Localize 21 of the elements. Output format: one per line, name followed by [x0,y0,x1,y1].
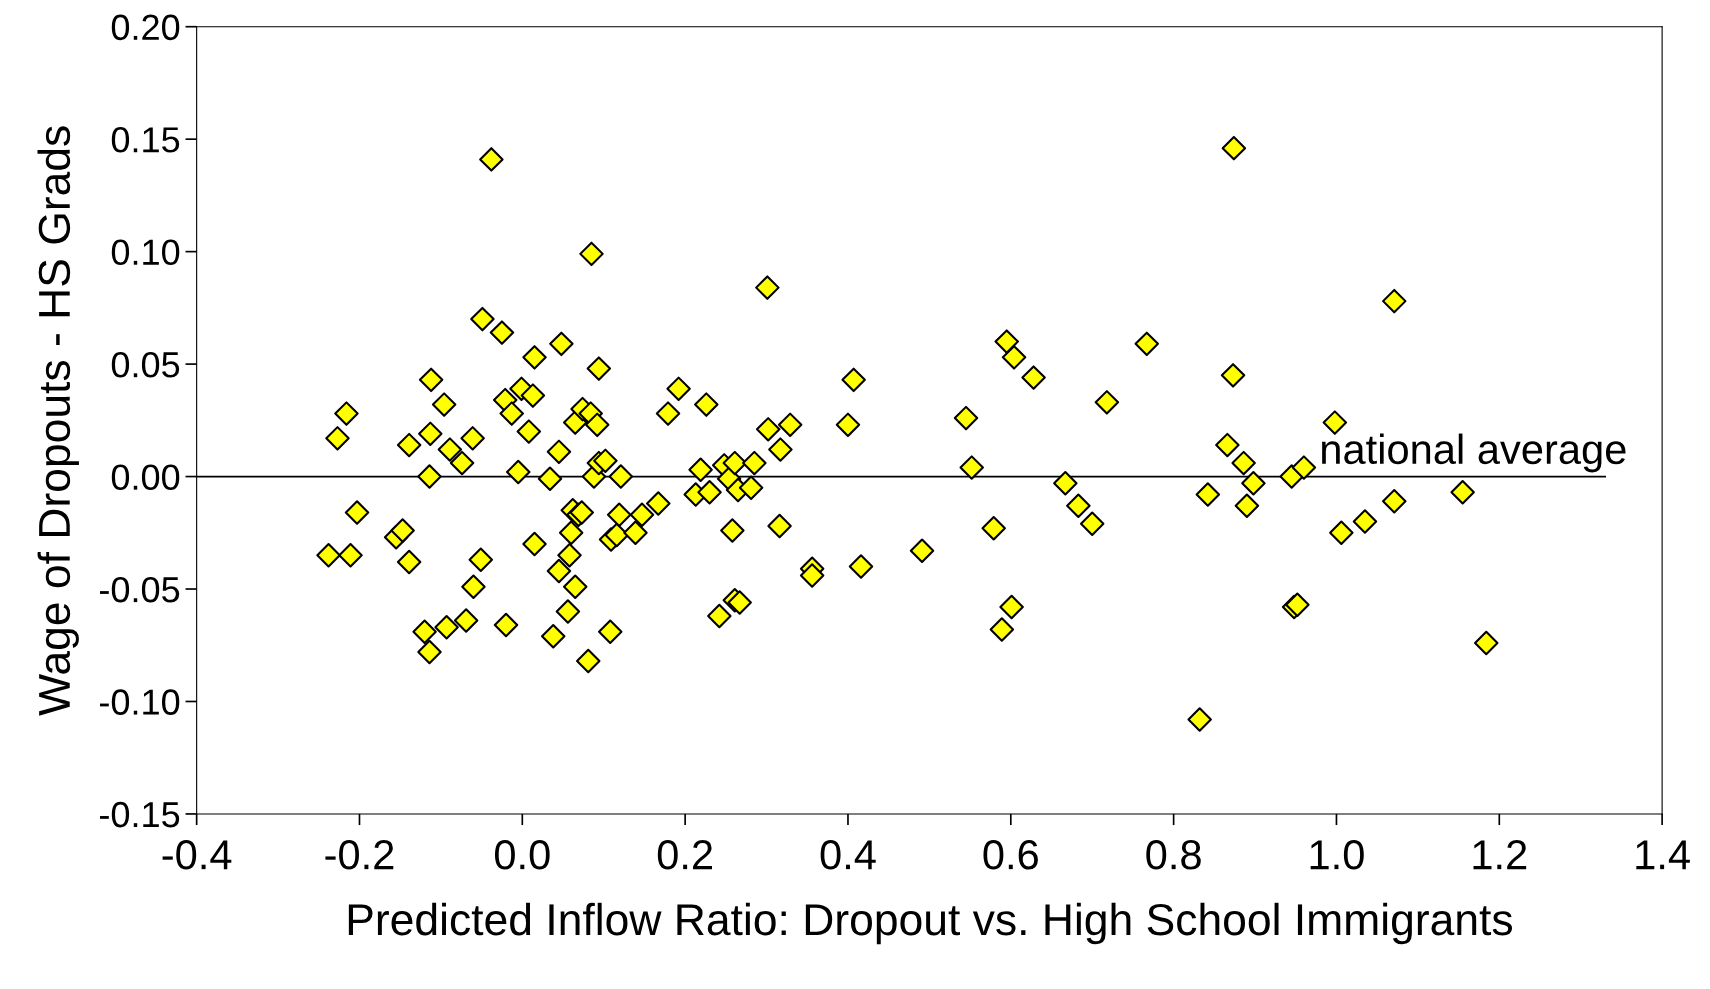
x-tick-label: -0.2 [325,840,394,870]
x-tick-label: 0.6 [983,840,1038,870]
y-tick-label: -0.05 [99,576,180,603]
x-axis-title: Predicted Inflow Ratio: Dropout vs. High School Immigrants [348,902,1513,945]
y-tick-label: -0.10 [99,689,180,715]
x-tick-label: 1.2 [1473,840,1527,870]
x-tick-label: 1.4 [1636,840,1690,870]
y-tick-label: 0.15 [111,127,180,153]
x-tick-label: 0.0 [494,840,550,870]
x-tick-label: -0.4 [162,840,232,870]
y-tick-label: 0.20 [111,14,180,41]
x-tick-label: 1.0 [1310,840,1364,870]
y-tick-label: 0.00 [111,464,180,490]
x-tick-label: 0.4 [820,840,876,870]
y-tick-label: 0.10 [111,239,180,266]
y-tick-label: 0.05 [111,351,180,378]
y-axis-title: Wage of Dropouts - HS Grads [37,126,79,716]
y-tick-label: -0.15 [99,801,180,828]
series-label: national average [1322,433,1626,473]
x-tick-label: 0.8 [1146,840,1201,870]
x-tick-label: 0.2 [657,840,713,870]
